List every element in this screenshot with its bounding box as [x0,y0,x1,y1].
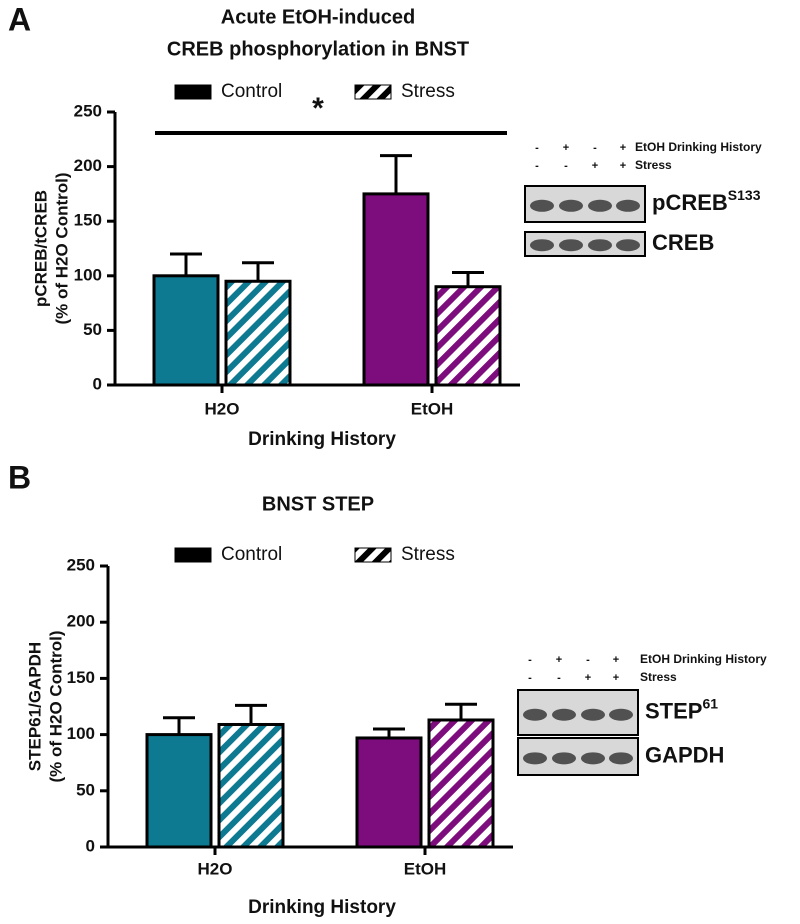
band-label: GAPDH [645,742,724,767]
band-label: STEP61 [645,695,718,723]
lane-sign: + [620,142,626,154]
legend-swatch [354,547,392,563]
y-tick-label: 150 [67,668,95,687]
blot-band [530,239,554,252]
y-tick-label: 0 [86,836,95,855]
x-axis-label: Drinking History [248,429,396,450]
legend-label: Stress [401,81,455,102]
blot-band [581,752,605,765]
y-tick-label: 200 [67,612,95,631]
blot-band [588,199,612,212]
bar [362,192,430,387]
lane-sign: + [592,160,598,172]
legend-swatch [354,84,392,100]
blot-band [609,708,633,721]
y-tick-label: 0 [93,374,102,393]
blot-band [581,708,605,721]
y-tick-label: 250 [67,555,95,574]
chart-title: CREB phosphorylation in BNST [167,38,469,60]
lane-row-label: EtOH Drinking History [635,140,762,154]
bar [355,736,423,849]
x-tick-label: EtOH [404,859,447,878]
lane-row-label: Stress [640,670,677,684]
chart-title: BNST STEP [262,493,374,515]
lane-sign: - [557,672,561,684]
band-name: pCREB [652,190,728,215]
legend-label: Control [221,81,282,102]
lane-sign: + [613,672,619,684]
legend-label: Control [221,544,282,565]
band-superscript: 61 [702,695,718,711]
legend-swatch [174,547,212,563]
blot-band [588,239,612,252]
lane-sign: + [563,142,569,154]
band-label: pCREBS133 [652,187,761,215]
bar [145,733,213,849]
x-tick-label: H2O [198,859,233,878]
y-tick-label: 50 [83,320,102,339]
bar [427,718,495,849]
y-tick-label: 100 [67,724,95,743]
legend-swatch [174,84,212,100]
bar [434,285,502,387]
panel-letter: B [8,459,31,495]
lane-sign: - [535,142,539,154]
legend-label: Stress [401,544,455,565]
y-tick-label: 50 [76,780,95,799]
lane-sign: + [620,160,626,172]
band-superscript: S133 [728,187,761,203]
y-tick-label: 100 [74,265,102,284]
band-label: CREB [652,230,714,255]
blot-band [523,752,547,765]
blot-band [616,239,640,252]
blot-band [559,199,583,212]
blot-band [609,752,633,765]
bar [224,279,292,387]
blot-band [616,199,640,212]
blot-band [552,708,576,721]
bar [152,274,220,387]
blot-band [552,752,576,765]
blot-band [559,239,583,252]
lane-row-label: EtOH Drinking History [640,652,767,666]
lane-sign: + [613,654,619,666]
lane-sign: - [564,160,568,172]
lane-sign: + [585,672,591,684]
y-axis-label: STEP61/GAPDH [25,642,44,771]
lane-sign: - [586,654,590,666]
x-tick-label: EtOH [411,399,454,418]
blot-band [523,708,547,721]
significance-label: * [312,92,324,125]
lane-row-label: Stress [635,158,672,172]
y-axis-label: pCREB/tCREB [31,190,50,307]
y-axis-label: (% of H2O Control) [46,630,65,782]
bar [217,722,285,849]
x-tick-label: H2O [205,399,240,418]
lane-sign: - [535,160,539,172]
blot-band [530,199,554,212]
panel-letter: A [8,1,31,37]
y-tick-label: 150 [74,211,102,230]
chart-title: Acute EtOH-induced [221,6,415,28]
y-axis-label: (% of H2O Control) [52,172,71,324]
y-tick-label: 200 [74,156,102,175]
band-name: CREB [652,230,714,255]
band-name: GAPDH [645,742,724,767]
lane-sign: - [528,672,532,684]
band-name: STEP [645,698,702,723]
x-axis-label: Drinking History [248,897,396,918]
lane-sign: + [556,654,562,666]
lane-sign: - [593,142,597,154]
lane-sign: - [528,654,532,666]
y-tick-label: 250 [74,101,102,120]
